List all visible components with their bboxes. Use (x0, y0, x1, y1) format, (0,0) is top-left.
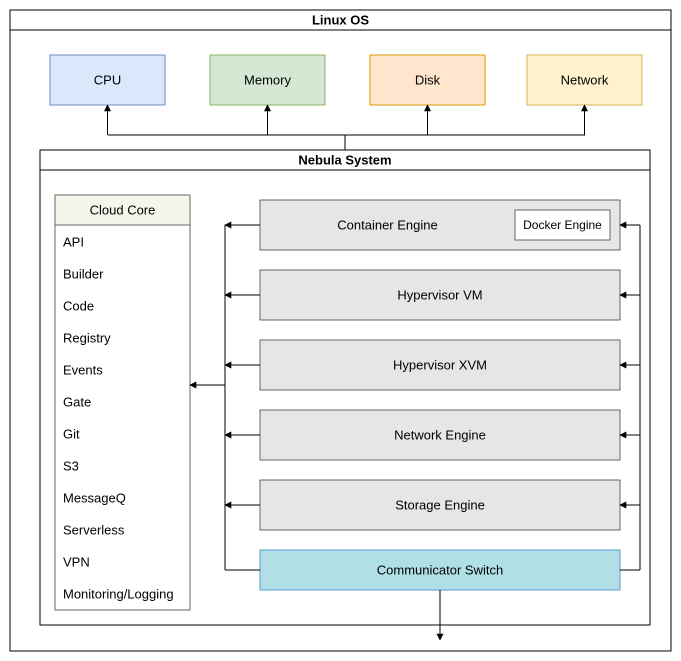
cloud-core-item: Git (63, 426, 80, 441)
cloud-core-item: Registry (63, 330, 111, 345)
cloud-core-item: Monitoring/Logging (63, 586, 174, 601)
resource-memory-label: Memory (244, 72, 291, 87)
cloud-core-item: Builder (63, 266, 104, 281)
resource-network-label: Network (561, 72, 609, 87)
resource-cpu-label: CPU (94, 72, 121, 87)
engine-net-engine-label: Network Engine (394, 427, 486, 442)
cloud-core-item: Serverless (63, 522, 125, 537)
engine-stor-engine-label: Storage Engine (395, 497, 485, 512)
cloud-core-item: Code (63, 298, 94, 313)
engine-container-inset-label: Docker Engine (523, 218, 602, 232)
engine-container-label: Container Engine (337, 217, 437, 232)
linux-os-title: Linux OS (312, 12, 369, 27)
cloud-core-item: API (63, 234, 84, 249)
cloud-core-item: S3 (63, 458, 79, 473)
diagram-canvas: Linux OS CPU Memory Disk Network Nebula Syste… (0, 0, 681, 661)
cloud-core-item: Events (63, 362, 103, 377)
cloud-core-item: VPN (63, 554, 90, 569)
engine-hyperv-xvm-label: Hypervisor XVM (393, 357, 487, 372)
cloud-core-item: Gate (63, 394, 91, 409)
engine-hyperv-vm-label: Hypervisor VM (397, 287, 482, 302)
cloud-core-list (55, 225, 190, 610)
cloud-core-item: MessageQ (63, 490, 126, 505)
resource-disk-label: Disk (415, 72, 441, 87)
nebula-title: Nebula System (298, 152, 391, 167)
communicator-label: Communicator Switch (377, 562, 503, 577)
cloud-core-title: Cloud Core (90, 202, 156, 217)
